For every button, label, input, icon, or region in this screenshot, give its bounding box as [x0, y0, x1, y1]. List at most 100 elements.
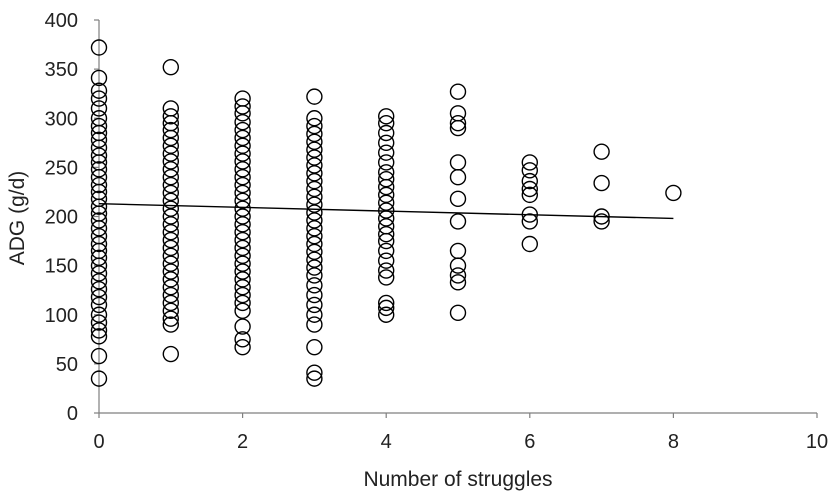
data-point — [162, 108, 180, 125]
data-point — [234, 121, 251, 139]
data-point — [234, 161, 251, 178]
data-point — [162, 216, 180, 233]
data-point — [90, 131, 108, 149]
data-point — [306, 141, 323, 158]
y-tick-label: 150 — [45, 256, 78, 278]
data-point — [90, 265, 108, 282]
data-point — [449, 274, 467, 291]
data-point — [234, 318, 251, 335]
data-point — [234, 168, 251, 186]
data-point — [90, 314, 108, 331]
data-point — [90, 90, 108, 107]
data-point — [378, 108, 395, 125]
data-point — [306, 157, 323, 174]
data-point — [449, 154, 467, 171]
data-point — [234, 279, 251, 296]
data-point — [306, 370, 323, 387]
data-point — [306, 172, 323, 190]
x-tick-label: 8 — [668, 431, 679, 453]
data-point — [234, 239, 251, 257]
y-tick-label: 50 — [56, 354, 78, 376]
data-point — [162, 176, 180, 194]
data-point — [90, 198, 108, 215]
data-point — [306, 133, 323, 151]
data-point — [306, 188, 323, 206]
data-point — [234, 338, 251, 356]
data-point — [162, 294, 180, 312]
data-point — [449, 114, 467, 132]
data-point — [378, 262, 395, 279]
x-tick-label: 2 — [237, 431, 248, 453]
data-point — [593, 174, 610, 192]
data-point — [162, 310, 180, 327]
data-point — [378, 242, 395, 260]
data-point — [378, 170, 395, 188]
data-point — [306, 286, 323, 304]
data-point — [665, 184, 682, 202]
data-point — [234, 231, 251, 249]
data-point — [449, 257, 467, 274]
data-point — [90, 82, 108, 99]
tick-marks — [94, 19, 818, 418]
data-point — [162, 263, 180, 280]
data-point — [162, 271, 180, 288]
data-point — [378, 134, 395, 152]
x-tick-label: 6 — [524, 431, 535, 453]
data-point — [449, 83, 467, 100]
data-point — [234, 208, 251, 225]
data-point — [306, 110, 323, 127]
data-point — [449, 304, 467, 321]
data-point — [234, 255, 251, 272]
data-point — [162, 129, 180, 147]
data-point — [449, 168, 467, 186]
data-point — [521, 154, 538, 171]
data-point — [234, 105, 251, 122]
data-point — [90, 249, 108, 266]
data-point — [521, 162, 538, 179]
data-point — [234, 224, 251, 241]
x-tick-label: 10 — [806, 431, 828, 453]
data-point — [162, 121, 180, 139]
data-point — [306, 251, 323, 268]
data-point — [521, 172, 538, 190]
y-tick-label: 250 — [45, 157, 78, 179]
data-point — [162, 137, 180, 154]
data-point — [162, 192, 180, 209]
data-point — [521, 180, 538, 198]
data-point — [162, 279, 180, 296]
data-points — [90, 39, 682, 387]
data-point — [90, 39, 108, 56]
data-point — [234, 153, 251, 170]
data-point — [234, 200, 251, 217]
data-point — [306, 243, 323, 261]
data-point — [306, 149, 323, 166]
data-point — [306, 212, 323, 229]
data-point — [162, 153, 180, 170]
data-point — [234, 192, 251, 209]
data-point — [306, 125, 323, 143]
data-point — [162, 302, 180, 320]
y-axis-title: ADG (g/d) — [6, 171, 29, 266]
data-point — [90, 69, 108, 87]
data-point — [90, 306, 108, 323]
y-tick-label: 0 — [67, 403, 78, 425]
data-point — [378, 154, 395, 171]
data-point — [90, 370, 108, 387]
data-point — [234, 137, 251, 154]
data-point — [306, 338, 323, 356]
data-point — [449, 190, 467, 208]
data-point — [306, 227, 323, 245]
data-point — [162, 231, 180, 249]
data-point — [306, 88, 323, 105]
data-point — [234, 129, 251, 147]
data-point — [306, 277, 323, 294]
data-point — [378, 114, 395, 132]
data-point — [378, 186, 395, 204]
data-point — [90, 212, 108, 229]
data-point — [234, 184, 251, 202]
data-point — [90, 220, 108, 237]
data-point — [521, 235, 538, 253]
data-point — [234, 302, 251, 320]
data-point — [306, 316, 323, 333]
data-point — [521, 213, 538, 230]
